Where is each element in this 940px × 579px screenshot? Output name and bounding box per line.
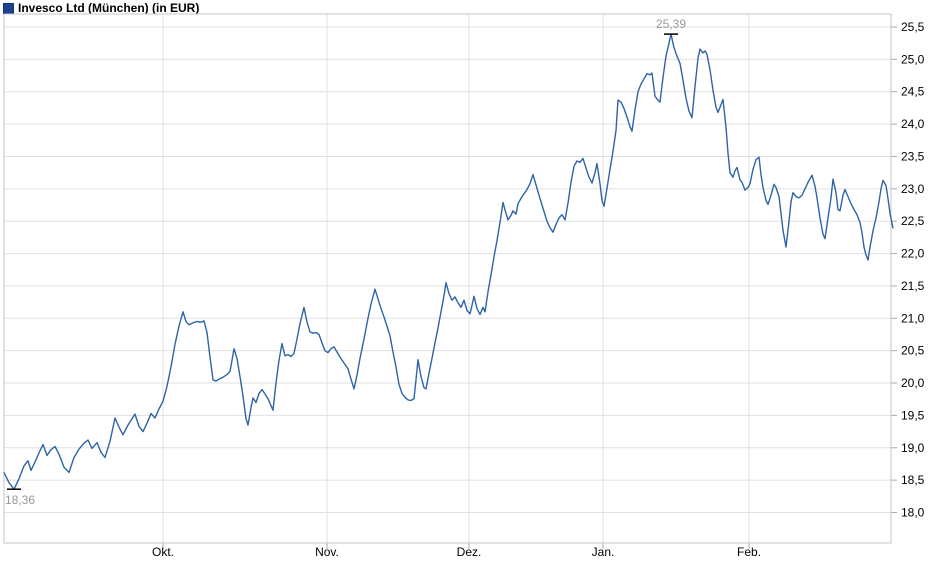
x-axis-label: Okt. — [152, 545, 174, 559]
chart-title-row: Invesco Ltd (München) (in EUR) — [3, 1, 199, 15]
y-axis-label: 20,5 — [901, 344, 925, 358]
x-axis-label: Jan. — [592, 545, 615, 559]
price-line — [3, 33, 894, 490]
chart-title: Invesco Ltd (München) (in EUR) — [18, 1, 200, 15]
low-value-label: 18,36 — [5, 493, 35, 507]
y-axis-label: 24,0 — [901, 117, 925, 131]
y-axis-label: 18,0 — [901, 506, 925, 520]
y-axis-label: 25,5 — [901, 20, 925, 34]
y-axis-label: 18,5 — [901, 473, 925, 487]
high-value-label: 25,39 — [656, 17, 686, 31]
y-axis-label: 25,0 — [901, 52, 925, 66]
y-axis-label: 21,0 — [901, 311, 925, 325]
y-axis-label: 21,5 — [901, 279, 925, 293]
y-axis-label: 24,5 — [901, 85, 925, 99]
y-axis-label: 22,0 — [901, 247, 925, 261]
series-marker-icon — [3, 2, 14, 14]
y-axis-label: 23,5 — [901, 149, 925, 163]
y-axis-label: 19,0 — [901, 441, 925, 455]
y-axis-label: 22,5 — [901, 214, 925, 228]
x-axis-label: Dez. — [457, 545, 482, 559]
y-axis-label: 20,0 — [901, 376, 925, 390]
plot-border — [3, 13, 892, 544]
x-axis-label: Feb. — [737, 545, 761, 559]
x-axis-label: Nov. — [315, 545, 339, 559]
y-axis-label: 19,5 — [901, 408, 925, 422]
y-axis-label: 23,0 — [901, 182, 925, 196]
